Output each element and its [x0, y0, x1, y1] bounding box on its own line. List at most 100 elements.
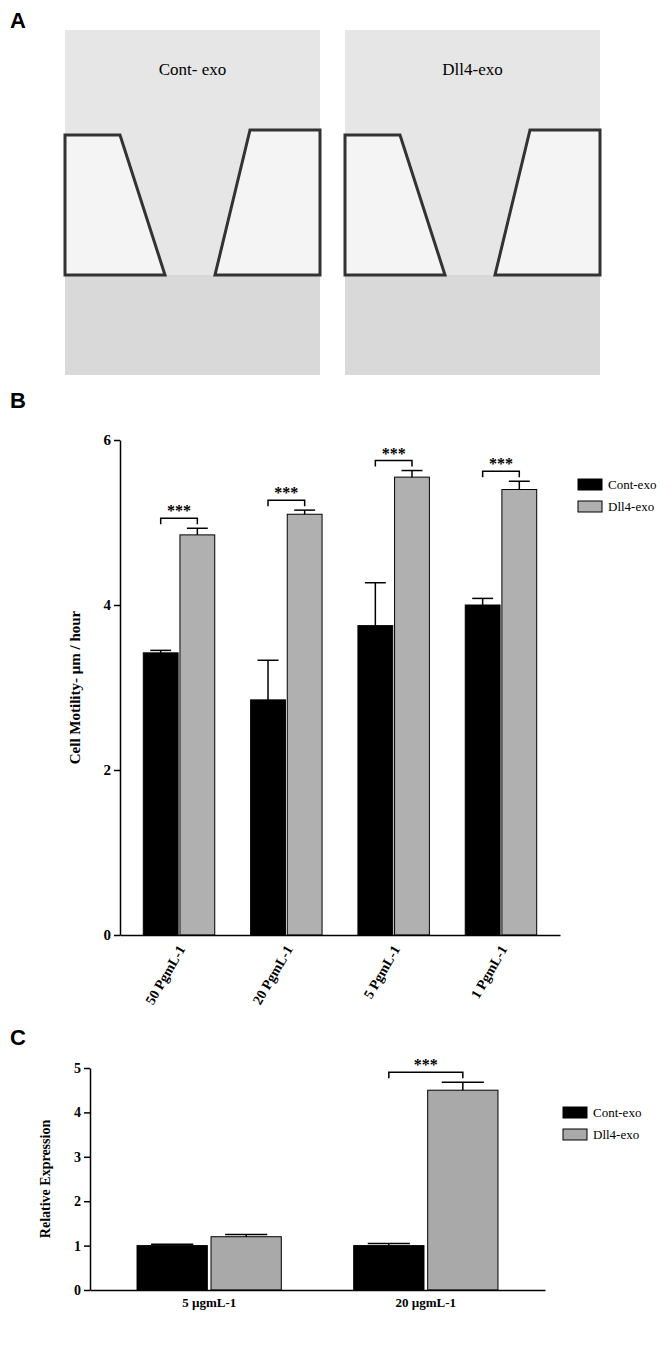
x-axis: 5 µgmL-120 µgmL-1	[91, 1290, 546, 1310]
error-bar	[294, 510, 315, 514]
tick-label: 1 PgmL-1	[468, 943, 510, 1001]
tick-label: 50 PgmL-1	[143, 943, 189, 1007]
image-caption: Dll4-exo	[442, 60, 502, 79]
legend-swatch	[563, 1107, 587, 1118]
tick-mark	[84, 1068, 90, 1070]
bar	[354, 1246, 424, 1290]
panel-label: C	[10, 1025, 26, 1050]
legend-swatch	[578, 501, 602, 512]
tick: 0	[104, 927, 121, 943]
significance-label: ***	[274, 484, 298, 501]
bar	[358, 626, 393, 935]
error-bar-cap	[365, 582, 386, 584]
significance-label: ***	[167, 502, 191, 519]
chart: B 0 2 4 6 50 PgmL-1 20 PgmL-1 5 PgmL-1 1 PgmL-1 C…	[10, 388, 656, 1007]
tick-label: 5 PgmL-1	[361, 943, 403, 1001]
legend-label: Cont-exo	[593, 1105, 641, 1120]
tick: 5 µgmL-1	[182, 1290, 236, 1310]
pillar	[215, 130, 320, 275]
error-bar-stem	[411, 471, 413, 478]
error-bar-cap	[150, 650, 171, 652]
panel-label: B	[10, 388, 26, 413]
axis-title: Relative Expression	[38, 1120, 53, 1239]
error-bar-cap	[442, 1081, 484, 1083]
image-background	[345, 30, 600, 375]
tick: 1 PgmL-1	[468, 935, 510, 1001]
pillar	[345, 135, 445, 275]
image-lower-region	[345, 275, 600, 375]
tick: 1	[74, 1239, 90, 1254]
tick: 5 PgmL-1	[361, 935, 403, 1001]
tick: 3	[74, 1150, 90, 1165]
significance-label: ***	[382, 445, 406, 462]
tick-label: 2	[104, 762, 112, 778]
bar	[287, 514, 322, 935]
bar	[465, 605, 500, 935]
significance-bracket: ***	[161, 502, 198, 524]
legend-swatch	[578, 479, 602, 490]
legend: Cont-exo Dll4-exo	[578, 477, 656, 514]
legend: Cont-exo Dll4-exo	[563, 1105, 641, 1142]
image-background	[65, 30, 320, 375]
plot-area	[143, 471, 536, 935]
bar	[502, 490, 537, 936]
chart: C0123455 µgmL-120 µgmL-1Relative Express…	[10, 1025, 641, 1310]
bar	[428, 1090, 498, 1290]
tick-mark	[84, 1157, 90, 1159]
tick-label: 4	[104, 597, 112, 613]
tick: 2	[104, 762, 121, 778]
tick: 5	[74, 1061, 90, 1076]
plot-area	[137, 1082, 498, 1290]
tick-label: 0	[104, 927, 112, 943]
error-bar-stem	[519, 481, 521, 489]
tick-mark	[114, 440, 120, 442]
tick-mark	[84, 1245, 90, 1247]
error-bar	[472, 598, 493, 605]
pillar	[495, 130, 600, 275]
tick-label: 5 µgmL-1	[182, 1295, 236, 1310]
significance-label: ***	[489, 455, 513, 472]
error-bar-stem	[462, 1082, 464, 1090]
tick-label: 1	[74, 1239, 81, 1254]
tick-mark	[114, 605, 120, 607]
x-axis: 50 PgmL-1 20 PgmL-1 5 PgmL-1 1 PgmL-1	[121, 935, 561, 1007]
tick: 2	[74, 1194, 90, 1209]
axis-line	[121, 935, 561, 937]
bar	[251, 700, 286, 935]
legend-label: Dll4-exo	[608, 499, 654, 514]
image-lower-region	[65, 275, 320, 375]
significance-bracket: ***	[389, 1056, 463, 1078]
tick-label: 2	[74, 1194, 81, 1209]
error-bar-stem	[267, 660, 269, 700]
tick-label: 0	[74, 1283, 81, 1298]
error-bar	[225, 1235, 267, 1237]
error-bar	[258, 660, 279, 700]
tick-mark	[84, 1290, 90, 1292]
significance-bracket: ***	[483, 455, 520, 477]
legend-label: Dll4-exo	[593, 1127, 639, 1142]
tick: 4	[104, 597, 121, 613]
axis-line	[120, 441, 122, 936]
tick-label: 20 PgmL-1	[250, 943, 296, 1007]
error-bar-cap	[294, 509, 315, 511]
tick: 6	[104, 432, 121, 448]
significance-bracket: ***	[375, 445, 412, 467]
figure: ACont- exoDll4-exoB024650 PgmL-120 PgmL-…	[0, 0, 672, 1345]
tick-label: 6	[104, 432, 112, 448]
significance-bracket: ***	[268, 484, 305, 506]
panel-label: A	[10, 8, 26, 33]
tick: 20 PgmL-1	[250, 935, 296, 1007]
error-bar-cap	[402, 470, 423, 472]
error-bar	[402, 471, 423, 478]
tick: 0	[74, 1283, 90, 1298]
error-bar-stem	[197, 528, 199, 535]
tick: 50 PgmL-1	[143, 935, 189, 1007]
error-bar-stem	[482, 598, 484, 605]
error-bar-cap	[509, 481, 530, 483]
tick-label: 3	[74, 1150, 81, 1165]
legend-label: Cont-exo	[608, 477, 656, 492]
error-bar	[509, 481, 530, 489]
tick-mark	[84, 1201, 90, 1203]
error-bar-cap	[225, 1234, 267, 1236]
error-bar	[187, 528, 208, 535]
